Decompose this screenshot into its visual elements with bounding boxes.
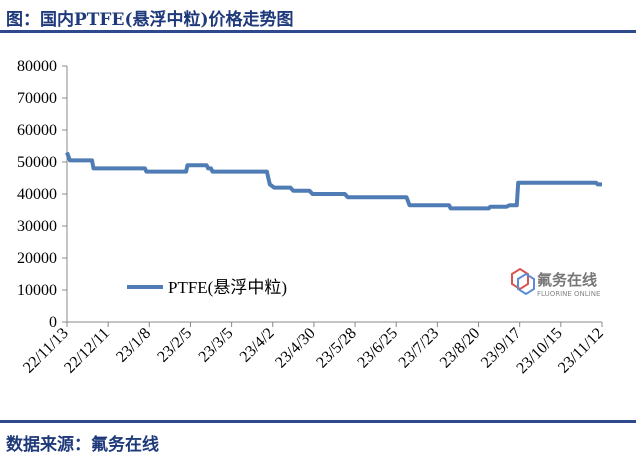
x-tick-label: 23/1/8 (113, 325, 154, 366)
title-bar: 图：国内PTFE(悬浮中粒)价格走势图 (0, 0, 636, 33)
watermark-name-en: FLUORINE ONLINE (537, 290, 600, 298)
y-tick-label: 10000 (17, 282, 57, 299)
y-tick-label: 40000 (17, 186, 57, 203)
chart-title: 图：国内PTFE(悬浮中粒)价格走势图 (6, 10, 294, 30)
logo-hex-2 (517, 272, 535, 296)
source-bar: 数据来源：氟务在线 (0, 420, 636, 455)
y-tick-label: 20000 (17, 250, 57, 267)
watermark-name-cn: 氟务在线 (537, 271, 597, 289)
logo-hex (511, 267, 529, 291)
chart: 0 10000 20000 30000 40000 50000 60000 70000 8000… (17, 58, 607, 377)
x-tick-label: 23/6/25 (354, 325, 401, 372)
y-tick-label: 80000 (17, 58, 57, 75)
x-tick-label: 23/11/12 (555, 325, 607, 377)
plot-area: 0 10000 20000 30000 40000 50000 60000 70000 8000… (17, 58, 607, 377)
y-tick-label: 70000 (17, 90, 57, 107)
x-tick-label: 22/12/11 (61, 325, 113, 377)
series-line-ptfe (65, 151, 602, 211)
x-tick-label: 23/10/15 (513, 325, 565, 377)
x-tick-label: 23/7/23 (396, 325, 443, 372)
y-tick-label: 0 (49, 314, 57, 331)
y-tick-label: 60000 (17, 122, 57, 139)
x-tick-label: 23/2/5 (154, 325, 195, 366)
legend: PTFE(悬浮中粒) (127, 278, 287, 297)
legend-label: PTFE(悬浮中粒) (168, 278, 287, 297)
x-tick-label: 23/3/5 (196, 325, 237, 366)
y-tick-label: 50000 (17, 154, 57, 171)
x-tick-label: 23/4/30 (272, 325, 319, 372)
x-tick-label: 23/5/28 (313, 325, 360, 372)
source-note: 数据来源：氟务在线 (6, 435, 159, 455)
x-tick-label: 23/8/20 (437, 325, 484, 372)
y-tick-label: 30000 (17, 218, 57, 235)
